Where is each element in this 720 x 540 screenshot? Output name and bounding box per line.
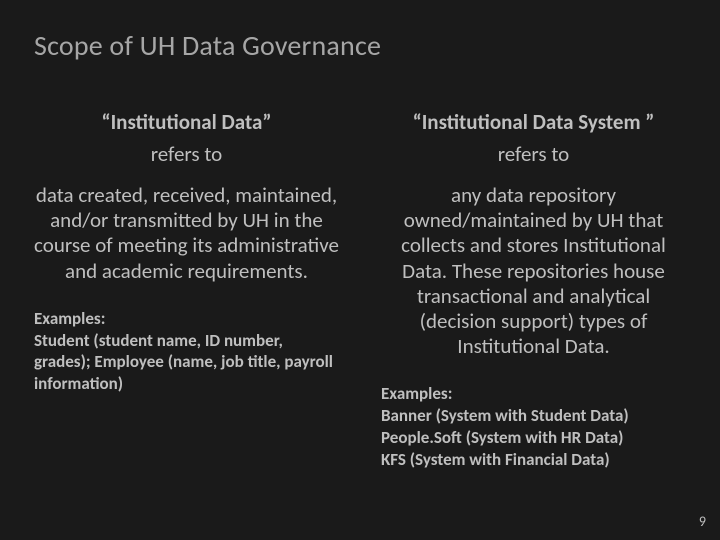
right-column: “Institutional Data System ” refers to a… xyxy=(381,109,686,470)
left-examples: Examples: Student (student name, ID numb… xyxy=(34,308,339,395)
page-number: 9 xyxy=(699,513,706,530)
left-column: “Institutional Data” refers to data crea… xyxy=(34,109,339,470)
right-term: “Institutional Data System ” xyxy=(381,109,686,135)
right-examples: Examples: Banner (System with Student Da… xyxy=(381,383,686,470)
left-examples-body: Student (student name, ID number, grades… xyxy=(34,330,339,395)
columns-container: “Institutional Data” refers to data crea… xyxy=(34,109,686,470)
left-definition: data created, received, maintained, and/… xyxy=(34,183,339,284)
left-refers: refers to xyxy=(34,141,339,167)
left-term: “Institutional Data” xyxy=(34,109,339,135)
right-examples-label: Examples: xyxy=(381,383,686,405)
right-examples-line3: KFS (System with Financial Data) xyxy=(381,449,686,471)
right-examples-line2: People.Soft (System with HR Data) xyxy=(381,427,686,449)
right-examples-line1: Banner (System with Student Data) xyxy=(381,405,686,427)
slide-title: Scope of UH Data Governance xyxy=(34,28,686,63)
right-refers: refers to xyxy=(381,141,686,167)
slide: Scope of UH Data Governance “Institution… xyxy=(0,0,720,540)
right-definition: any data repository owned/maintained by … xyxy=(381,183,686,359)
left-examples-label: Examples: xyxy=(34,308,339,330)
